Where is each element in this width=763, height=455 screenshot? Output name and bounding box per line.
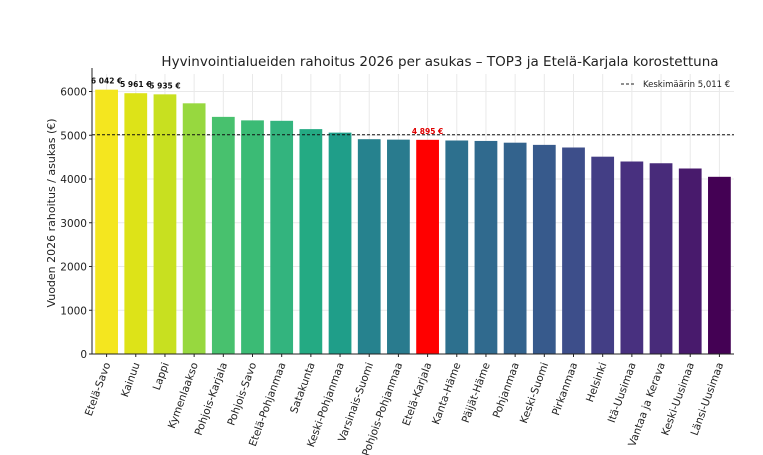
value-label-3: 4 895 € [412, 127, 443, 136]
bar-päijät-häme [474, 140, 498, 354]
bar-kainuu [124, 93, 148, 355]
bar-pohjois-pohjanmaa [387, 139, 410, 354]
x-tick-label-12: Kanta-Häme [430, 361, 464, 426]
bar-etelä-pohjanmaa [270, 120, 294, 354]
y-tick-label-4: 4000 [60, 174, 87, 186]
x-tick-label-2: Lappi [151, 361, 172, 392]
x-tick-label-7: Satakunta [288, 361, 317, 415]
x-tick-label-13: Päijät-Häme [460, 361, 493, 425]
value-label-2: 5 935 € [149, 81, 180, 90]
bar-kanta-häme [445, 140, 469, 354]
y-tick-label-6: 6000 [60, 87, 87, 99]
bar-varsinais-suomi [357, 139, 381, 354]
bar-satakunta [299, 129, 323, 354]
x-tick-label-1: Kainuu [119, 361, 143, 399]
bar-keski-uusimaa [678, 168, 702, 354]
x-tick-label-0: Etelä-Savo [83, 361, 113, 418]
bar-etelä-karjala [416, 139, 439, 354]
y-tick-label-3: 3000 [60, 218, 87, 230]
bars [95, 89, 731, 355]
x-tick-label-15: Keski-Suomi [518, 361, 551, 425]
y-tick-label-0: 0 [80, 349, 87, 361]
legend: Keskimäärin 5,011 € [621, 80, 730, 90]
bar-keski-pohjanmaa [328, 132, 352, 354]
x-tick-label-14: Pohjanmaa [491, 361, 522, 420]
bar-vantaa-ja-kerava [649, 163, 673, 354]
bar-itä-uusimaa [620, 161, 644, 354]
bar-helsinki [591, 156, 615, 354]
value-labels: 6 042 €5 961 €5 935 € 4 895 € [91, 77, 443, 136]
value-label-1: 5 961 € [120, 80, 151, 89]
x-tick-label-16: Pirkanmaa [550, 361, 580, 417]
bar-länsi-uusimaa [708, 176, 731, 354]
bar-keski-suomi [532, 144, 556, 354]
y-axis-label: Vuoden 2026 rahoitus / asukas (€) [45, 118, 58, 307]
y-tick-label-2: 2000 [60, 262, 87, 274]
x-tick-label-3: Kymenlaakso [166, 361, 201, 430]
bar-pohjois-karjala [211, 116, 235, 354]
y-tick-label-1: 1000 [60, 305, 87, 317]
bar-lappi [153, 94, 177, 354]
y-tick-label-5: 5000 [60, 130, 87, 142]
bar-pirkanmaa [562, 147, 585, 354]
x-tick-label-17: Helsinki [584, 361, 609, 404]
value-label-0: 6 042 € [91, 77, 122, 86]
bar-kymenlaakso [182, 103, 206, 354]
bar-pohjois-savo [241, 120, 264, 354]
bar-etelä-savo [95, 89, 118, 354]
bar-pohjanmaa [503, 142, 527, 354]
legend-label: Keskimäärin 5,011 € [643, 80, 730, 90]
chart-title: Hyvinvointialueiden rahoitus 2026 per as… [161, 54, 718, 70]
x-tick-label-11: Etelä-Karjala [400, 361, 434, 428]
x-tick-label-18: Itä-Uusimaa [606, 361, 639, 425]
x-tick-label-5: Pohjois-Savo [225, 361, 259, 427]
